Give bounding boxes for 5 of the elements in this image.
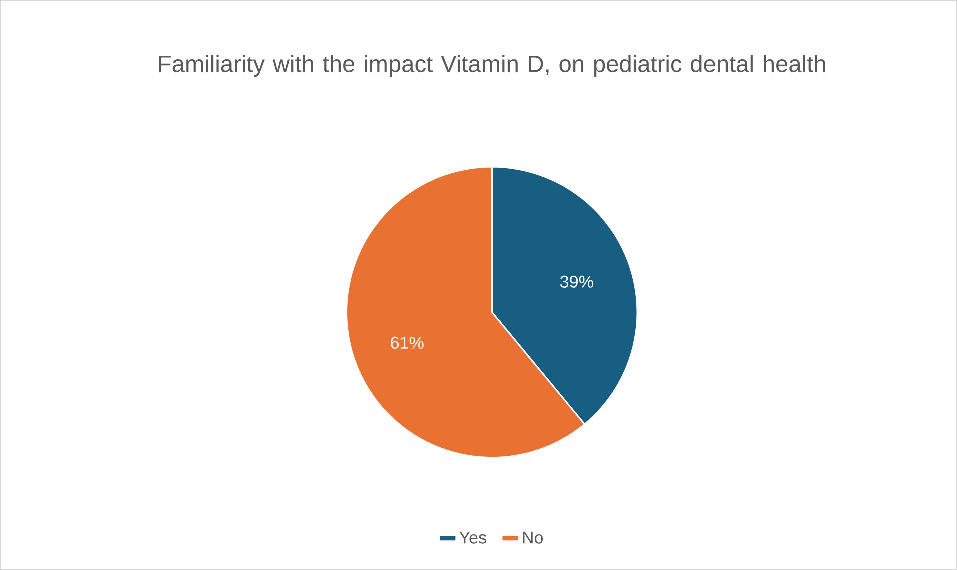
chart-title: Familiarity with the impact Vitamin D, on pediatric dental health	[159, 54, 826, 77]
legend-label: No	[523, 532, 544, 544]
data-label: 61%	[391, 336, 424, 349]
legend-label: Yes	[460, 532, 486, 544]
data-label: 39%	[560, 276, 594, 288]
